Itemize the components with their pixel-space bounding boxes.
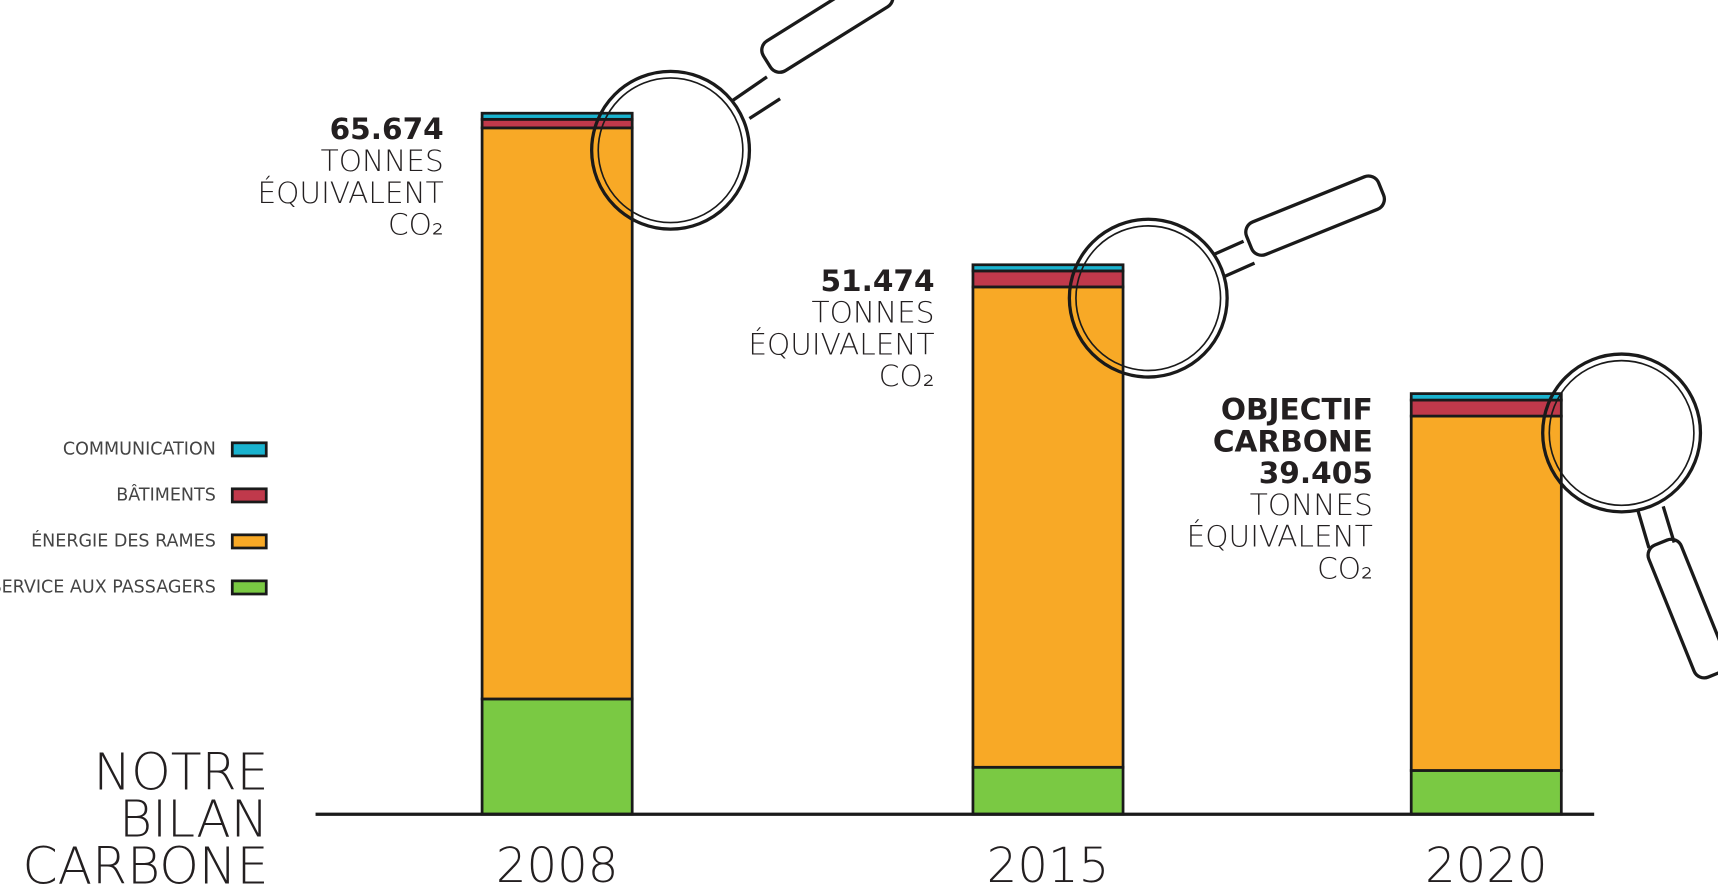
unit-label: CO₂ xyxy=(879,359,935,393)
chart-title: BILAN xyxy=(119,790,268,849)
magnifier xyxy=(590,0,895,231)
bar-segment xyxy=(480,697,634,816)
unit-label: CO₂ xyxy=(1317,552,1373,586)
unit-label: ÉQUIVALENT xyxy=(257,175,443,210)
legend-label: ÉNERGIE DES RAMES xyxy=(31,529,216,551)
bar-segment xyxy=(971,765,1125,816)
total-label: 65.674 xyxy=(330,112,444,146)
bar-segment xyxy=(971,269,1125,289)
total-label: 39.405 xyxy=(1259,456,1373,490)
unit-label: ÉQUIVALENT xyxy=(748,326,934,361)
unit-label: ÉQUIVALENT xyxy=(1187,519,1373,554)
legend-label: COMMUNICATION xyxy=(63,439,216,459)
legend-swatch xyxy=(230,441,268,458)
x-tick-label: 2015 xyxy=(987,838,1110,890)
legend-label: BÂTIMENTS xyxy=(116,483,216,505)
bars xyxy=(480,111,1563,816)
unit-label: TONNES xyxy=(1250,488,1373,522)
unit-label: TONNES xyxy=(812,296,935,330)
bar-segment xyxy=(1409,398,1563,418)
chart-title: NOTRE xyxy=(93,742,268,801)
total-label: CARBONE xyxy=(1213,424,1373,458)
legend-label: SERVICE AUX PASSAGERS xyxy=(0,577,216,597)
bar-segment xyxy=(480,111,634,121)
unit-label: TONNES xyxy=(321,144,444,178)
total-label: 51.474 xyxy=(820,264,934,298)
bar-segment xyxy=(1409,414,1563,772)
x-tick-label: 2008 xyxy=(496,838,619,890)
legend-swatch xyxy=(230,487,268,504)
magnifier xyxy=(1067,174,1387,379)
unit-label: CO₂ xyxy=(388,208,444,242)
x-tick-label: 2020 xyxy=(1425,838,1548,890)
legend-swatch xyxy=(230,533,268,550)
total-label: OBJECTIF xyxy=(1221,393,1373,427)
bar-segment xyxy=(1409,769,1563,816)
bar-segment xyxy=(971,263,1125,273)
legend-swatch xyxy=(230,579,268,596)
magnifier xyxy=(1541,352,1718,680)
bar-segment xyxy=(1409,392,1563,402)
bar-segment xyxy=(480,126,634,701)
chart-title: CARBONE xyxy=(22,837,268,890)
